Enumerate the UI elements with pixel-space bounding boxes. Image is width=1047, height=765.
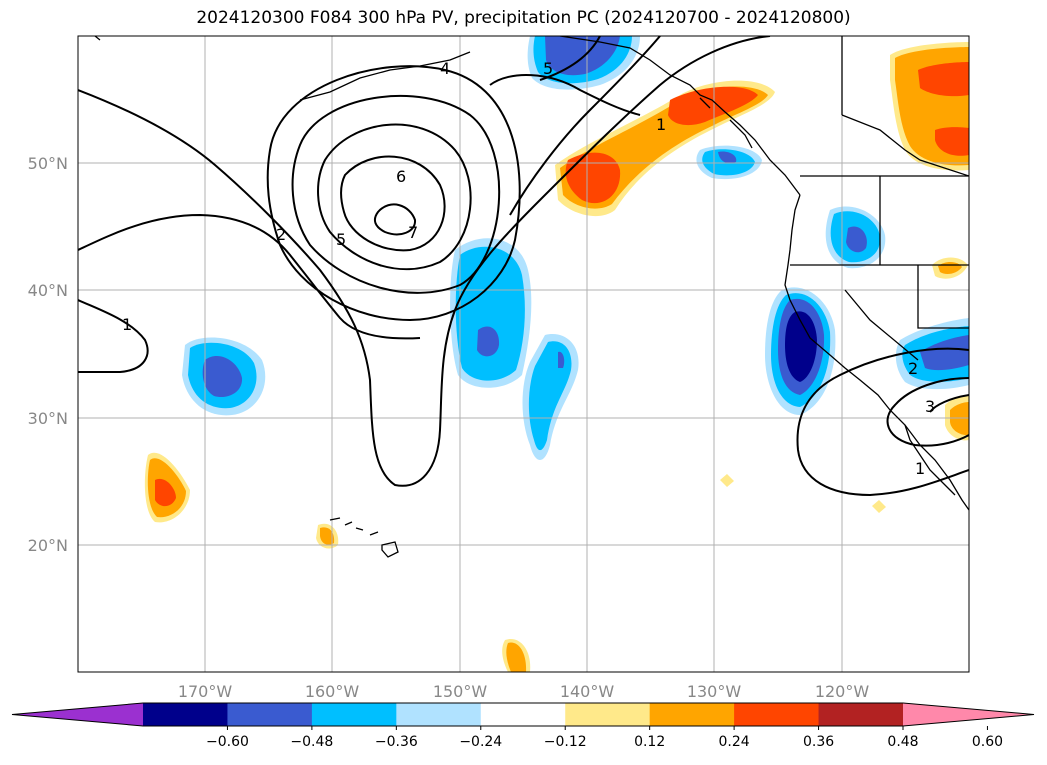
neg-patch-pnw-strong (718, 151, 737, 164)
lon-ticks: 170°W 160°W 150°W 140°W 130°W 120°W (178, 682, 870, 701)
neg-patch-south-mid (528, 341, 572, 451)
lat-tick-30: 30°N (28, 409, 68, 428)
lon-tick-140w: 140°W (560, 682, 615, 701)
bc-islands (94, 36, 753, 149)
baja-peninsula (904, 424, 956, 496)
plot-title: 2024120300 F084 300 hPa PV, precipitatio… (196, 8, 851, 28)
pos-patch-canada-strong-2 (935, 127, 969, 156)
contour-5b (291, 95, 501, 294)
graticule (78, 36, 969, 672)
pos-patch-kauai-mid (320, 527, 335, 545)
pos-patch-dot-2 (872, 500, 886, 513)
coastlines (94, 36, 969, 558)
colorbar-swatch (649, 703, 735, 726)
colorbar-tick-label: −0.12 (544, 734, 587, 750)
lon-tick-160w: 160°W (305, 682, 360, 701)
contour-label-5: 5 (336, 230, 346, 249)
lon-tick-120w: 120°W (815, 682, 870, 701)
colorbar-tick-label: 0.12 (634, 734, 665, 750)
colorbar-swatch (143, 703, 228, 726)
contour-1-west (78, 213, 421, 340)
canada-provincial-border (841, 114, 969, 177)
colorbar-extend-high (903, 703, 1034, 726)
colorbar-swatch (565, 703, 651, 726)
neg-patch-socal-strong (920, 335, 969, 371)
pos-patch-baja-mid (950, 402, 969, 436)
contour-label-1-west: 1 (122, 315, 132, 334)
lon-tick-170w: 170°W (178, 682, 233, 701)
lat-tick-20: 20°N (28, 536, 68, 555)
pos-patch-coast-strong-2 (668, 86, 758, 126)
neg-patch-nevada-strong (846, 226, 867, 253)
precipitation-shading (144, 36, 969, 672)
contour-label-4: 4 (440, 59, 450, 78)
neg-patch-central-strong (477, 326, 500, 357)
contour-label-7: 7 (408, 223, 418, 242)
neg-patch-north-strong (545, 36, 620, 76)
aleutian-coast (299, 51, 471, 101)
pv-contours (78, 36, 969, 497)
colorbar-swatch (396, 703, 482, 726)
state-borders (790, 176, 969, 361)
contour-label-6: 6 (396, 167, 406, 186)
colorbar-extend-low (12, 703, 143, 726)
pos-patch-west-hawaii-strong (155, 478, 176, 507)
colorbar-tick-label: −0.48 (290, 734, 333, 750)
colorbar-tick-label: −0.24 (459, 734, 502, 750)
colorbar-tick-label: 0.48 (887, 734, 918, 750)
colorbar-tick-label: 0.36 (803, 734, 834, 750)
lat-tick-50: 50°N (28, 154, 68, 173)
contour-label-2: 2 (276, 225, 286, 244)
neg-patch-california-extreme (785, 311, 817, 382)
contour-label-3-east: 3 (925, 397, 935, 416)
colorbar-swatch (227, 703, 313, 726)
neg-patch-south-strong (558, 351, 565, 368)
contour-1-trough (489, 73, 641, 116)
contour-1-sw (78, 299, 149, 373)
colorbar-tick-label: −0.60 (206, 734, 249, 750)
hawaii-islands (329, 517, 399, 558)
colorbar-swatch (734, 703, 820, 726)
lat-tick-40: 40°N (28, 281, 68, 300)
colorbar-swatch (818, 703, 904, 726)
neg-patch-central-mid (455, 246, 525, 381)
neg-patch-west-strong (202, 356, 243, 398)
contour-7 (373, 203, 416, 236)
contour-east-loop (796, 347, 969, 497)
contour-2 (78, 36, 771, 487)
colorbar-swatch (480, 703, 566, 726)
contour-1-east (509, 36, 661, 216)
pos-patch-dot-1 (720, 474, 734, 487)
contour-label-5-north: 5 (543, 59, 553, 78)
pos-patch-south-mid (506, 642, 527, 672)
colorbar-tick-label: 0.60 (972, 734, 1003, 750)
colorbar-outline (11, 702, 1035, 727)
west-coast (784, 194, 969, 511)
contour-label-1-coast: 1 (656, 115, 666, 134)
contour-label-group: 7 6 5 4 2 1 5 1 2 3 1 (122, 59, 935, 478)
colorbar-swatch (311, 703, 397, 726)
lon-tick-130w: 130°W (687, 682, 742, 701)
lon-tick-150w: 150°W (433, 682, 488, 701)
alaska-coast (559, 36, 801, 196)
contour-label-1-east: 1 (915, 459, 925, 478)
colorbar: −0.60 −0.48 −0.36 −0.24 −0.12 0.12 0.24 0.36 0.4… (11, 702, 1035, 750)
colorbar-tick-label: 0.24 (719, 734, 750, 750)
pos-patch-canada-strong (918, 62, 969, 97)
lat-ticks: 50°N 40°N 30°N 20°N (28, 154, 68, 555)
contour-2-east (886, 377, 969, 447)
contour-6 (340, 155, 446, 252)
contour-3-east (929, 394, 969, 413)
contour-5a (317, 123, 472, 271)
contour-label-2-east: 2 (908, 359, 918, 378)
colorbar-tick-label: −0.36 (375, 734, 418, 750)
pos-patch-coast-strong (565, 152, 621, 204)
map-frame (77, 35, 970, 673)
